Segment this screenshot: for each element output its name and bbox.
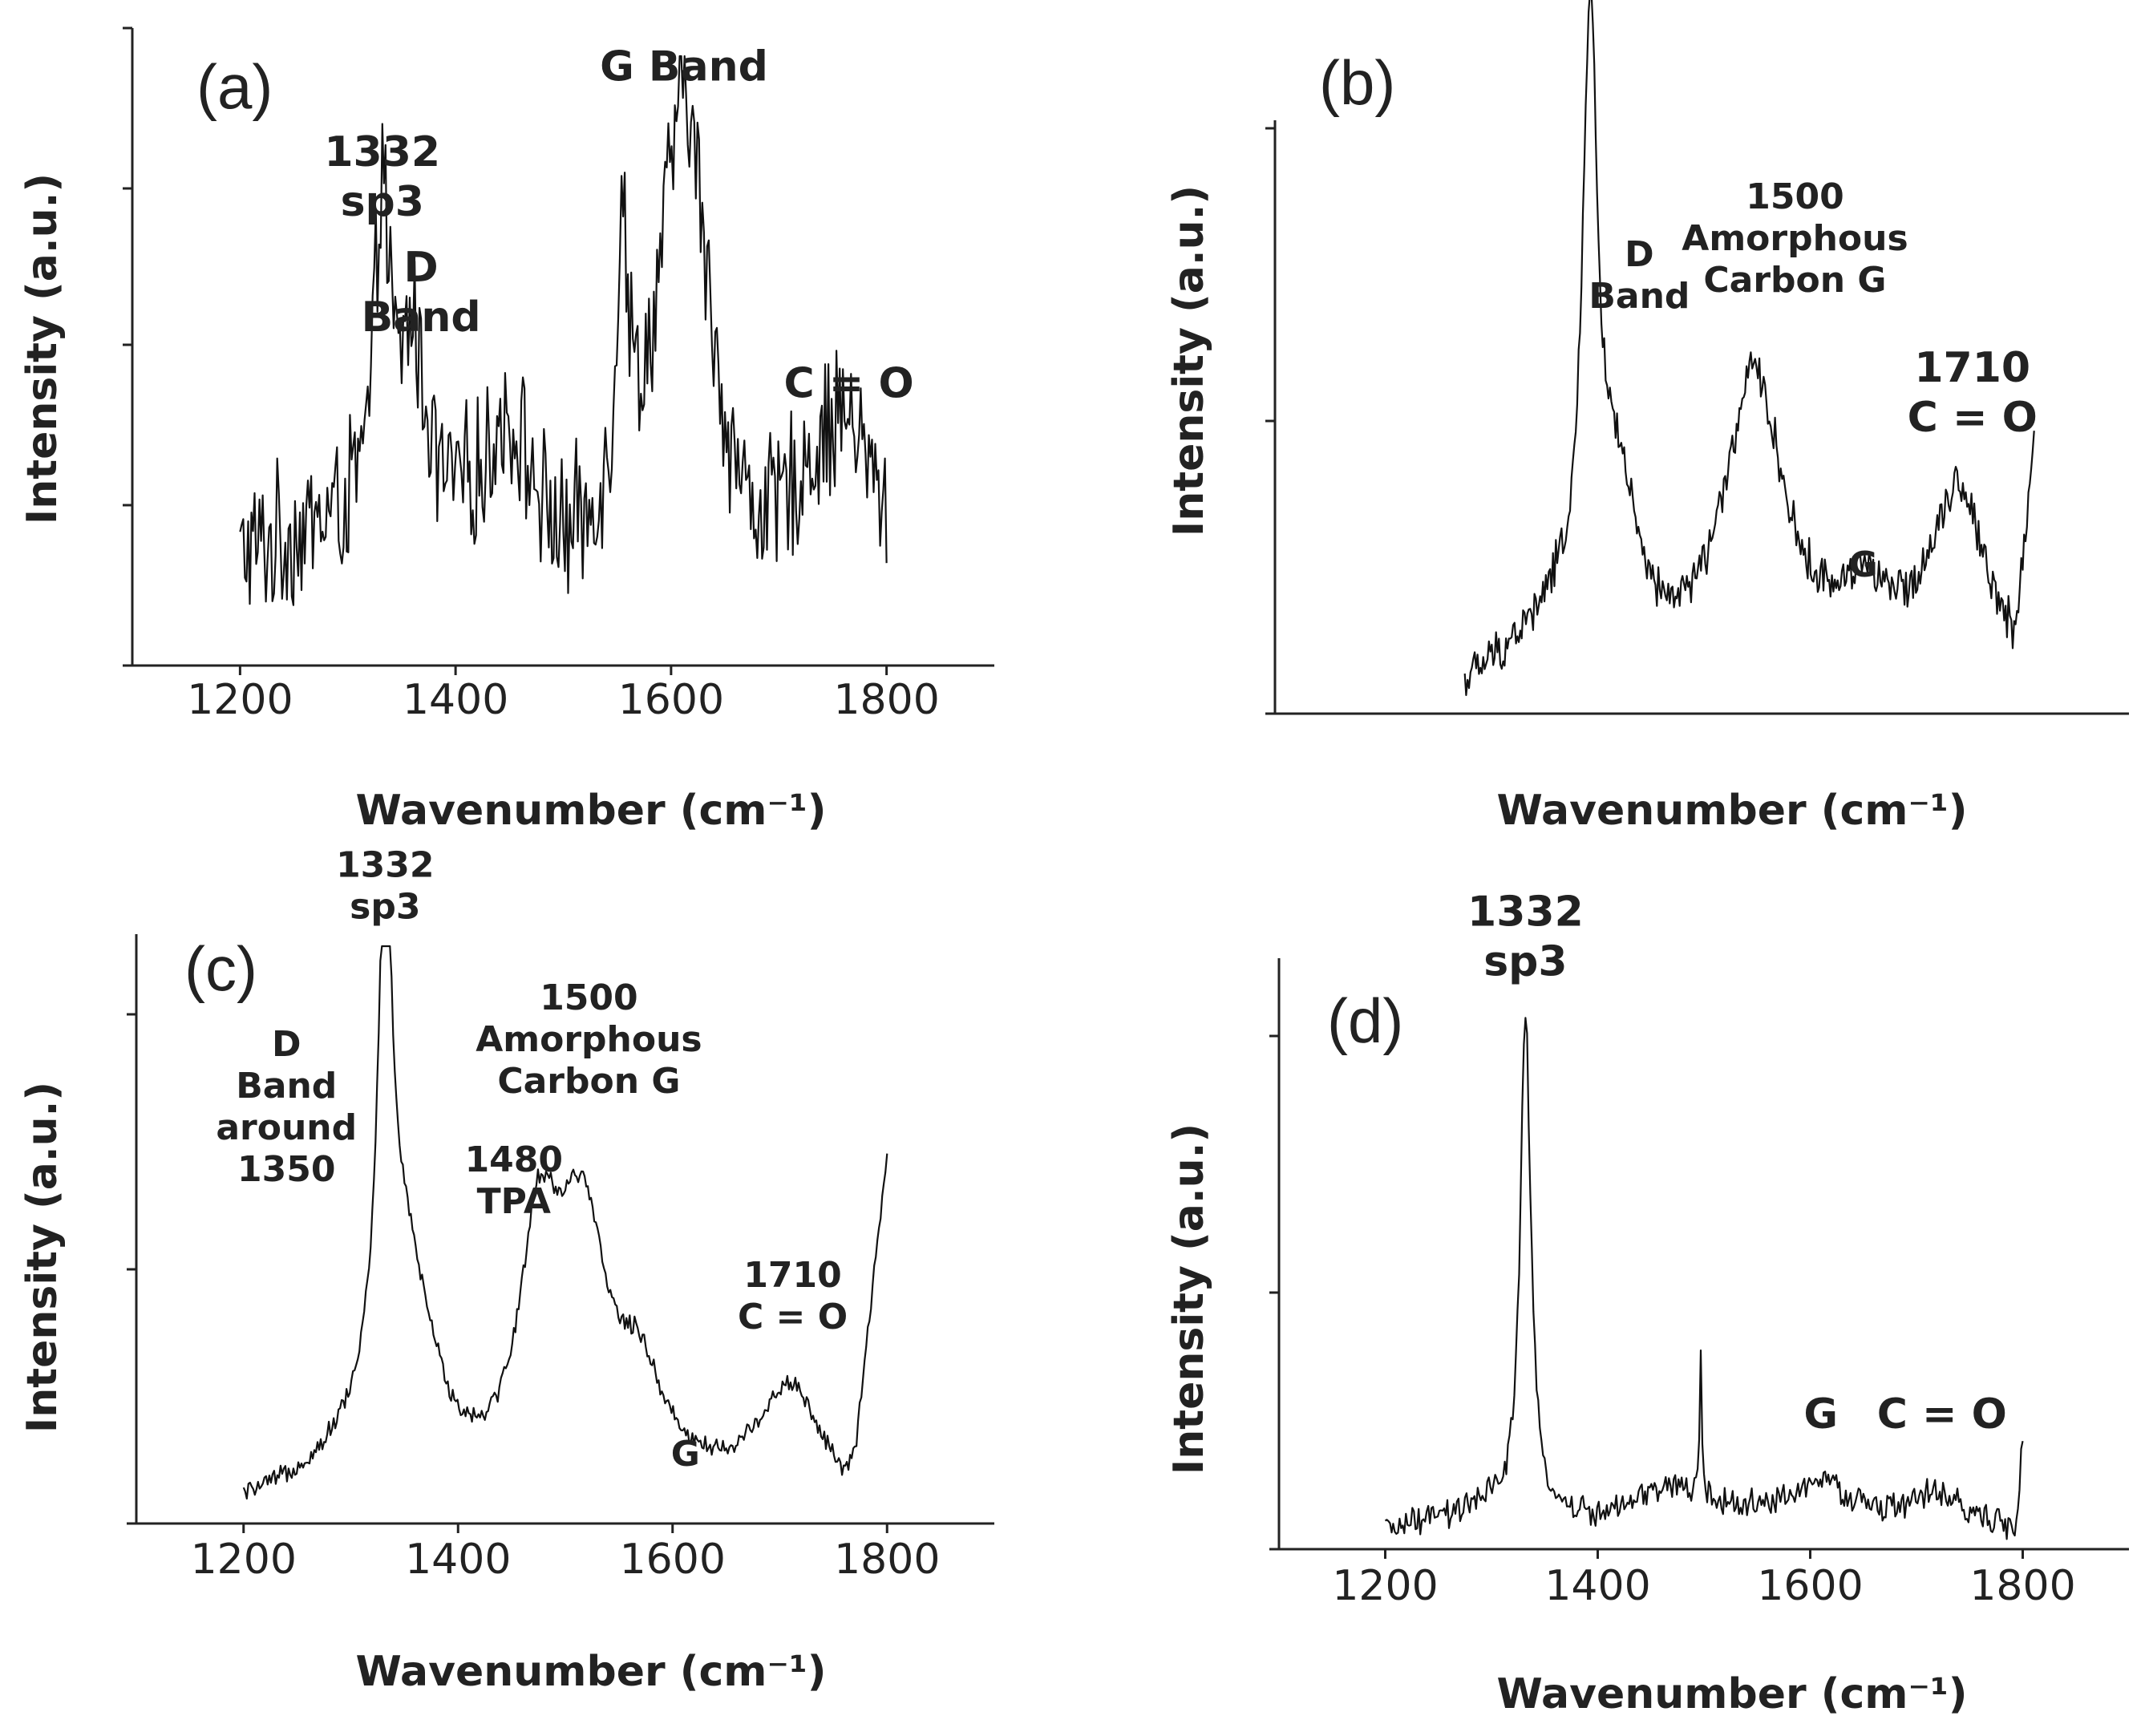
peak-annotation: D Band (362, 244, 481, 342)
peak-annotation: 1500 Amorphous Carbon G (476, 977, 702, 1102)
peak-annotation: 1500 Amorphous Carbon G (1682, 176, 1908, 301)
annotation-line: D (1625, 234, 1654, 275)
annotation-line: around (216, 1107, 357, 1148)
x-tick-label: 1800 (834, 1536, 940, 1584)
annotation-line: sp3 (350, 887, 420, 928)
annotation-line: 1332 (1467, 888, 1584, 936)
panel-c: (c) Intensity (a.u.) Wavenumber (cm⁻¹) 1… (18, 845, 994, 1696)
x-tick-label: 1200 (187, 676, 293, 724)
peak-annotation: 1480 TPA (465, 1139, 563, 1222)
panel-b: (b) Intensity (a.u.) Wavenumber (cm⁻¹) 1… (1165, 0, 2129, 835)
peak-annotation: 1710 C = O (738, 1255, 848, 1337)
peak-annotation: 1710 C = O (1908, 344, 2038, 442)
annotation-line: D (272, 1024, 302, 1065)
annotation-line: 1710 (1914, 344, 2030, 392)
annotation-line: G Band (600, 42, 768, 91)
y-axis-label: Intensity (a.u.) (1165, 185, 1213, 536)
y-axis-label: Intensity (a.u.) (1165, 1123, 1213, 1475)
peak-annotation: 1332 sp3 (324, 128, 440, 226)
annotation-line: 1480 (465, 1139, 563, 1180)
annotation-line: 1710 (743, 1255, 841, 1296)
peak-annotation: C = O (784, 360, 914, 408)
spectrum-line (239, 55, 888, 606)
x-tick-label: 1400 (403, 676, 508, 724)
peak-annotation: G Band (600, 42, 768, 91)
annotation-line: Band (236, 1066, 337, 1107)
peak-annotation: G (1803, 1390, 1838, 1439)
panel-label: (d) (1327, 985, 1403, 1056)
y-axis-label: Intensity (a.u.) (18, 173, 67, 524)
annotation-line: G (1849, 544, 1878, 585)
annotation-line: Band (1589, 276, 1690, 317)
annotation-line: sp3 (341, 178, 424, 226)
annotation-line: G (1803, 1390, 1838, 1439)
x-tick-label: 1800 (833, 676, 939, 724)
annotation-line: C = O (738, 1297, 848, 1337)
annotation-line: Carbon G (1703, 260, 1886, 301)
panel-a: (a) Intensity (a.u.) Wavenumber (cm⁻¹) 1… (18, 26, 994, 835)
x-tick-label: 1600 (1757, 1562, 1863, 1610)
x-tick-label: 1800 (1969, 1562, 2075, 1610)
annotation-line: Amorphous (1682, 218, 1908, 259)
annotation-line: 1500 (540, 977, 637, 1018)
annotation-line: G (671, 1434, 700, 1475)
annotation-line: 1350 (237, 1149, 335, 1190)
x-axis-label: Wavenumber (cm⁻¹) (1497, 1670, 1968, 1718)
x-axis-label: Wavenumber (cm⁻¹) (356, 1648, 827, 1696)
panel-label: (a) (196, 51, 273, 122)
x-tick-label: 1200 (191, 1536, 297, 1584)
annotation-line: sp3 (1483, 937, 1567, 985)
annotation-line: C = O (1877, 1390, 2007, 1439)
peak-annotation: D Band (1589, 234, 1690, 317)
annotation-line: C = O (784, 360, 914, 408)
x-tick-label: 1600 (618, 676, 724, 724)
peak-annotation: D Band around 1350 (216, 1024, 357, 1190)
peak-annotation: G (671, 1434, 700, 1475)
annotation-line: 1332 (336, 845, 434, 886)
y-axis-label: Intensity (a.u.) (18, 1082, 67, 1433)
annotation-line: Carbon G (497, 1061, 680, 1102)
spectrum-line (1384, 1017, 2024, 1540)
spectrum-line (1463, 0, 2035, 697)
annotation-line: Amorphous (476, 1019, 702, 1060)
x-axis-label: Wavenumber (cm⁻¹) (1497, 787, 1968, 835)
annotation-line: 1332 (324, 128, 440, 176)
panel-label: (c) (184, 933, 257, 1004)
peak-annotation: G (1849, 544, 1878, 585)
peak-annotation: 1332 sp3 (1467, 888, 1584, 985)
panel-d: (d) Intensity (a.u.) Wavenumber (cm⁻¹) 1… (1165, 888, 2129, 1718)
annotation-line: TPA (477, 1181, 551, 1222)
x-tick-label: 1400 (405, 1536, 511, 1584)
x-axis-label: Wavenumber (cm⁻¹) (356, 787, 827, 835)
annotation-line: 1500 (1746, 176, 1843, 217)
peak-annotation: 1332 sp3 (336, 845, 434, 928)
peak-annotation: C = O (1877, 1390, 2007, 1439)
x-tick-label: 1600 (620, 1536, 726, 1584)
annotation-line: D (404, 244, 439, 292)
panel-label: (b) (1319, 47, 1395, 118)
spectrum-line (242, 945, 888, 1500)
x-tick-label: 1200 (1332, 1562, 1438, 1610)
x-tick-label: 1400 (1544, 1562, 1650, 1610)
annotation-line: Band (362, 293, 481, 342)
annotation-line: C = O (1908, 394, 2038, 442)
